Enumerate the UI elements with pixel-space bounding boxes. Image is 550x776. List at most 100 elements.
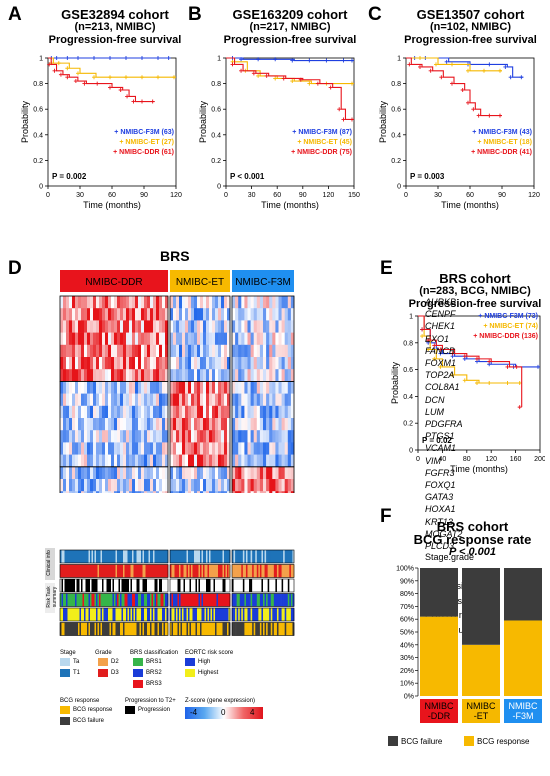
heatmap-cell (194, 442, 198, 455)
annotation-cell (147, 579, 149, 592)
heatmap-cell (263, 466, 267, 480)
annotation-cell (195, 593, 198, 607)
heatmap-cell (194, 344, 198, 358)
heatmap-cell (209, 430, 213, 443)
annotation-cell (154, 622, 157, 636)
annotation-cell (60, 622, 62, 636)
heatmap-cell (111, 405, 115, 419)
heatmap-cell (238, 454, 242, 468)
heatmap-cell (263, 442, 267, 455)
heatmap-cell (250, 393, 254, 407)
heatmap-cell (165, 369, 169, 382)
p-value: P = 0.002 (52, 172, 87, 181)
annotation-cell (258, 579, 261, 592)
annotation-cell (111, 622, 113, 636)
annotation-cell (148, 608, 151, 621)
annotation-cell (61, 593, 64, 607)
heatmap-cell (209, 344, 213, 358)
annotation-cell (70, 593, 73, 607)
annotation-cell (135, 593, 137, 607)
heatmap-cell (269, 344, 273, 358)
annotation-cell (210, 550, 213, 563)
annotation-cell (228, 579, 231, 592)
annotation-cell (281, 550, 284, 563)
heatmap-cell (241, 308, 245, 321)
heatmap-cell (235, 418, 239, 431)
km-c-subtitle: (n=102, NMIBC) (430, 21, 511, 33)
annotation-cell (91, 564, 94, 578)
z-gradient (185, 707, 263, 719)
annotation-cell (263, 550, 265, 563)
heatmap-cell (227, 332, 231, 346)
annotation-cell (261, 608, 264, 621)
heatmap-cell (269, 296, 273, 309)
heatmap-cell (238, 479, 242, 492)
annotation-cell (180, 608, 183, 621)
heatmap-cell (241, 369, 245, 382)
annotation-cell (219, 608, 222, 621)
annotation-cell (219, 564, 222, 578)
heatmap-cell (102, 454, 106, 468)
heatmap-cell (105, 479, 109, 492)
annotation-cell (85, 550, 88, 563)
annotation-cell (129, 622, 131, 636)
annotation-cell (63, 564, 65, 578)
annotation-cell (111, 579, 113, 592)
heatmap-cell (111, 369, 115, 382)
heatmap-cell (215, 369, 219, 382)
annotation-cell (222, 608, 225, 621)
heatmap-cell (162, 454, 166, 468)
annotation-cell (88, 593, 91, 607)
plot-frame (417, 315, 541, 451)
annotation-cell (176, 564, 178, 578)
annotation-cell (250, 593, 253, 607)
annotation-cell (252, 622, 254, 636)
heatmap-cell (138, 320, 142, 333)
heatmap-cell (87, 381, 91, 394)
heatmap-cell (191, 344, 195, 358)
heatmap-cell (179, 466, 183, 480)
heatmap-cell (162, 479, 166, 492)
heatmap-cell (123, 405, 127, 419)
heatmap-cell (87, 491, 91, 493)
heatmap-cell (93, 418, 97, 431)
heatmap-cell (191, 308, 195, 321)
heatmap-cell (63, 466, 67, 480)
heatmap-cell (197, 466, 201, 480)
annotation-cell (280, 593, 282, 607)
annotation-cell (99, 550, 101, 563)
annotation-cell (162, 550, 164, 563)
annotation-cell (290, 550, 293, 563)
heatmap-cell (72, 344, 76, 358)
heatmap-cell (173, 332, 177, 346)
heatmap-cell (138, 344, 142, 358)
heatmap-cell (117, 357, 121, 370)
annotation-cell (286, 550, 289, 563)
annotation-cell (157, 608, 160, 621)
annotation-cell (114, 579, 116, 592)
heatmap-cell (60, 320, 64, 333)
heatmap-cell (96, 320, 100, 333)
heatmap-cell (144, 296, 148, 309)
heatmap-cell (272, 308, 276, 321)
annotation-cell (150, 579, 152, 592)
heatmap-cell (150, 466, 154, 480)
heatmap-cell (253, 357, 258, 370)
annotation-cell (171, 593, 174, 607)
heatmap-cell (162, 357, 166, 370)
annotation-cell (242, 608, 245, 621)
heatmap-cell (72, 320, 76, 333)
heatmap-cell (144, 381, 148, 394)
annotation-cell (222, 579, 225, 592)
heatmap-cell (78, 381, 82, 394)
heatmap-cell (159, 454, 163, 468)
heatmap-cell (185, 454, 189, 468)
heatmap-cell (238, 320, 242, 333)
heatmap-cell (221, 454, 225, 468)
heatmap-cell (250, 418, 254, 431)
annotation-cell (126, 550, 128, 563)
heatmap-cell (250, 308, 254, 321)
annotation-cell (203, 593, 205, 607)
annotation-cell (165, 550, 167, 563)
